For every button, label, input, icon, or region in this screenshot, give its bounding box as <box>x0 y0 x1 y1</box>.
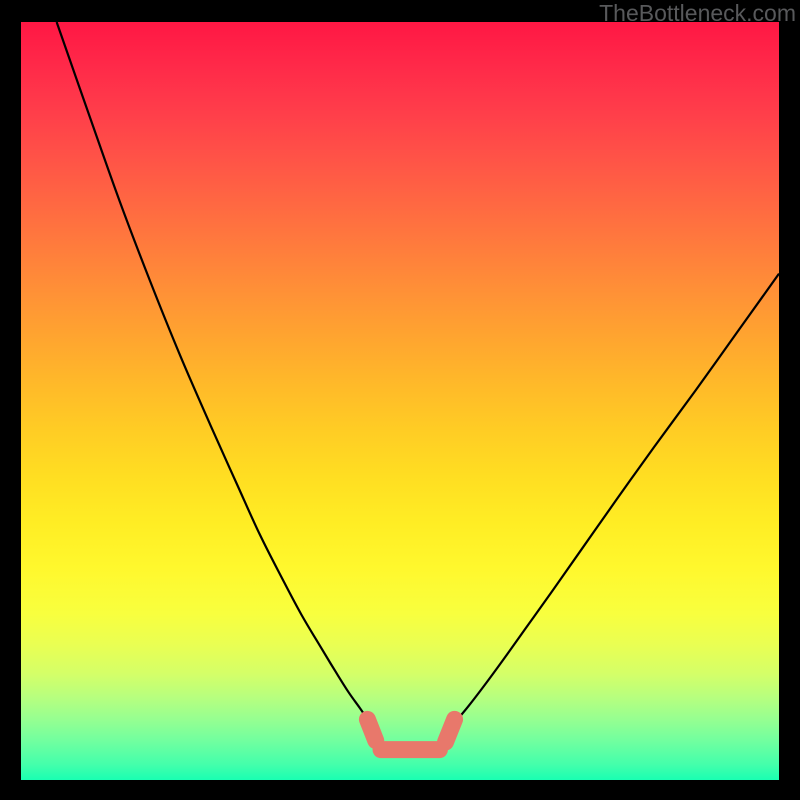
left-curve <box>57 22 369 720</box>
bottom-segment-2 <box>445 719 454 742</box>
watermark-text: TheBottleneck.com <box>599 0 796 27</box>
chart-svg <box>21 22 779 780</box>
plot-area <box>21 22 779 780</box>
bottom-segments <box>367 719 454 749</box>
right-curve <box>457 274 779 720</box>
bottom-segment-0 <box>367 719 375 740</box>
